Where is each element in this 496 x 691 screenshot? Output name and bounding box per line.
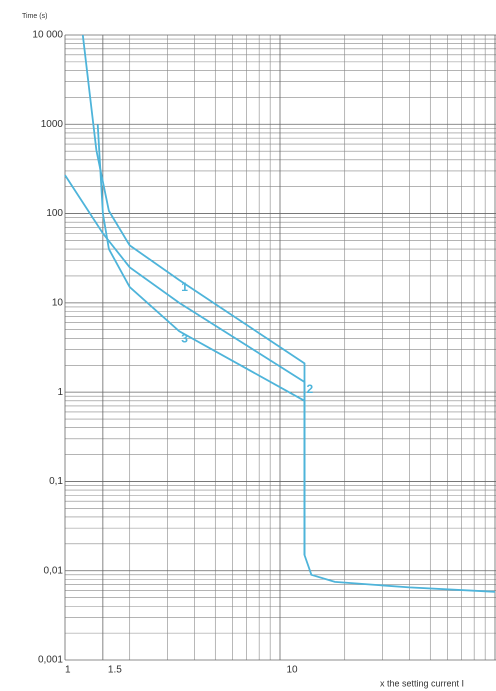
x-tick-label: 1: [65, 665, 71, 676]
trip-curve: [96, 124, 306, 555]
y-tick-label: 0,01: [44, 565, 64, 576]
curve-label: 1: [181, 280, 188, 294]
y-tick-label: 10: [52, 297, 64, 308]
y-tick-label: 10 000: [32, 30, 63, 41]
x-tick-label: 1.5: [108, 665, 122, 676]
curve-label: 3: [181, 331, 188, 345]
y-tick-label: 100: [46, 208, 63, 219]
x-tick-label: 10: [286, 665, 298, 676]
curve-label: 2: [306, 382, 313, 396]
y-tick-label: 1000: [41, 119, 64, 130]
x-axis-title: x the setting current I: [380, 678, 464, 688]
y-axis-title: Time (s): [22, 13, 47, 20]
y-tick-label: 0,1: [49, 476, 63, 487]
trip-curve: [81, 34, 496, 593]
y-tick-label: 0,001: [38, 655, 63, 666]
y-tick-label: 1: [57, 387, 63, 398]
